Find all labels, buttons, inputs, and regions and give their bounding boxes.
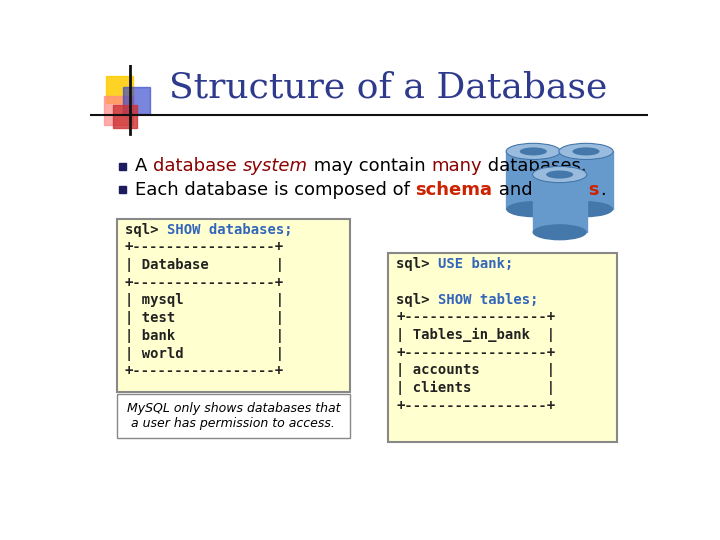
Text: and: and	[492, 180, 538, 199]
Ellipse shape	[546, 171, 573, 179]
Text: sql>: sql>	[396, 257, 438, 271]
Text: +-----------------+: +-----------------+	[125, 240, 284, 254]
Bar	[506, 151, 560, 209]
Text: | clients         |: | clients |	[396, 381, 555, 395]
Bar	[120, 164, 126, 170]
Text: USE bank;: USE bank;	[438, 257, 513, 271]
Text: databases.: databases.	[482, 158, 586, 176]
Text: many: many	[431, 158, 482, 176]
Text: +-----------------+: +-----------------+	[396, 310, 555, 325]
Ellipse shape	[572, 147, 600, 156]
Bar	[533, 174, 587, 232]
Bar	[120, 186, 126, 193]
Ellipse shape	[533, 224, 587, 240]
Text: +-----------------+: +-----------------+	[125, 364, 284, 378]
Text: +-----------------+: +-----------------+	[396, 346, 555, 360]
Text: system: system	[243, 158, 307, 176]
Text: schema: schema	[415, 180, 492, 199]
Bar	[106, 76, 132, 103]
Text: MySQL only shows databases that
a user has permission to access.: MySQL only shows databases that a user h…	[127, 402, 340, 430]
Ellipse shape	[520, 147, 547, 156]
Text: SHOW tables;: SHOW tables;	[438, 293, 539, 307]
FancyBboxPatch shape	[117, 219, 350, 392]
Bar	[559, 151, 613, 209]
Text: SHOW databases;: SHOW databases;	[167, 222, 292, 237]
Ellipse shape	[559, 143, 613, 159]
Text: database: database	[153, 158, 243, 176]
Text: A: A	[135, 158, 153, 176]
Text: | test            |: | test |	[125, 311, 284, 325]
Bar	[104, 96, 133, 125]
Text: | world           |: | world |	[125, 347, 284, 361]
Ellipse shape	[506, 201, 560, 217]
Ellipse shape	[506, 143, 560, 159]
Text: +-----------------+: +-----------------+	[396, 399, 555, 413]
Text: sql>: sql>	[125, 222, 167, 237]
Text: | accounts        |: | accounts |	[396, 363, 555, 377]
Text: tables: tables	[538, 180, 600, 199]
Text: Structure of a Database: Structure of a Database	[169, 71, 608, 105]
Text: | Database        |: | Database |	[125, 258, 284, 272]
Text: | bank            |: | bank |	[125, 329, 284, 343]
Text: Each database is composed of: Each database is composed of	[135, 180, 415, 199]
FancyBboxPatch shape	[117, 394, 350, 438]
Ellipse shape	[559, 201, 613, 217]
Ellipse shape	[533, 166, 587, 183]
Text: | Tables_in_bank  |: | Tables_in_bank |	[396, 328, 555, 342]
Text: +-----------------+: +-----------------+	[125, 276, 284, 289]
FancyBboxPatch shape	[388, 253, 617, 442]
Text: sql>: sql>	[396, 293, 438, 307]
Bar	[113, 105, 137, 128]
Text: may contain: may contain	[307, 158, 431, 176]
Text: .: .	[600, 180, 606, 199]
Bar	[122, 87, 150, 114]
Text: | mysql           |: | mysql |	[125, 293, 284, 307]
